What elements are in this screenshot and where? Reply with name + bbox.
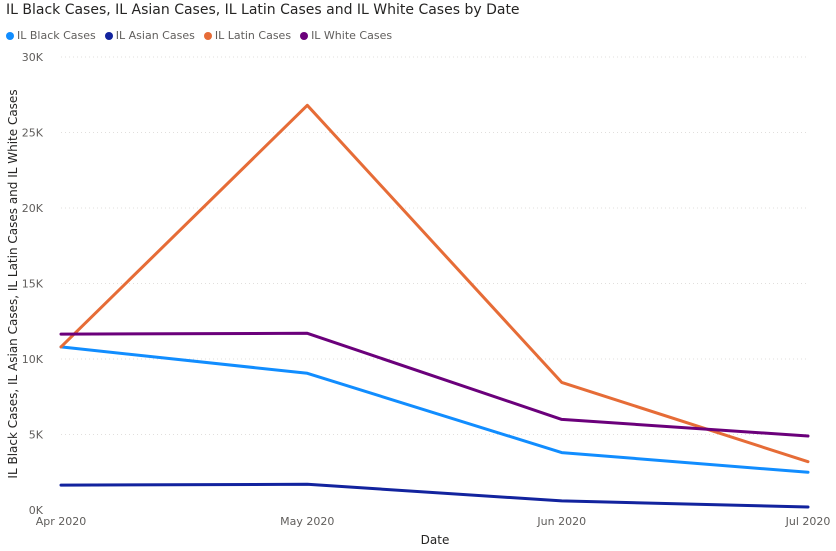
y-axis-title: IL Black Cases, IL Asian Cases, IL Latin… [6, 89, 20, 478]
x-tick-label: May 2020 [280, 515, 334, 528]
series-lines [59, 103, 810, 509]
y-tick-label: 10K [22, 353, 44, 366]
series-line-white[interactable] [59, 331, 810, 438]
y-tick-label: 0K [29, 504, 44, 517]
legend-marker-white [300, 31, 309, 40]
legend: IL Black Cases IL Asian Cases IL Latin C… [6, 29, 401, 42]
y-tick-label: 5K [29, 429, 44, 442]
y-tick-label: 25K [22, 127, 44, 140]
legend-item-asian[interactable]: IL Asian Cases [104, 29, 195, 42]
chart-title: IL Black Cases, IL Asian Cases, IL Latin… [6, 2, 520, 18]
legend-label-black: IL Black Cases [17, 29, 96, 42]
x-axis-ticks: Apr 2020 May 2020 Jun 2020 Jul 2020 [36, 515, 831, 528]
series-line-latin[interactable] [59, 103, 810, 464]
legend-marker-black [6, 31, 14, 40]
legend-label-asian: IL Asian Cases [115, 29, 195, 42]
x-axis-title: Date [421, 533, 450, 547]
legend-marker-asian [104, 31, 113, 40]
y-tick-label: 30K [22, 51, 44, 64]
legend-label-latin: IL Latin Cases [214, 29, 292, 42]
legend-item-black[interactable]: IL Black Cases [6, 29, 96, 42]
legend-item-latin[interactable]: IL Latin Cases [203, 29, 292, 42]
y-tick-label: 15K [22, 278, 44, 291]
legend-label-white: IL White Cases [311, 29, 393, 42]
x-tick-label: Jun 2020 [536, 515, 586, 528]
y-axis-ticks: 0K 5K 10K 15K 20K 25K 30K [22, 51, 44, 517]
legend-marker-latin [203, 31, 212, 40]
series-line-black[interactable] [59, 345, 810, 474]
series-line-asian[interactable] [59, 482, 810, 509]
x-tick-label: Apr 2020 [36, 515, 87, 528]
legend-item-white[interactable]: IL White Cases [300, 29, 392, 42]
x-tick-label: Jul 2020 [785, 515, 831, 528]
y-tick-label: 20K [22, 202, 44, 215]
